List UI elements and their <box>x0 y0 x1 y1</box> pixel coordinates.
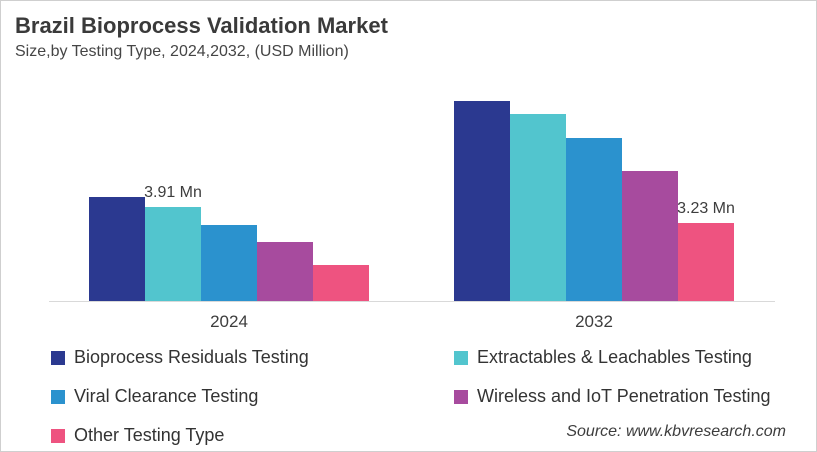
bar-2024-series-3 <box>257 242 313 301</box>
bar-2032-series-0 <box>454 101 510 301</box>
bar-2032-series-4 <box>678 223 734 301</box>
x-axis-line <box>49 301 775 302</box>
x-axis-label-2032: 2032 <box>575 312 613 331</box>
legend-label: Extractables & Leachables Testing <box>477 347 752 367</box>
chart-title: Brazil Bioprocess Validation Market <box>15 13 388 38</box>
bar-2024-series-1 <box>145 207 201 301</box>
legend-swatch-icon <box>51 428 65 443</box>
legend: Bioprocess Residuals Testing Extractables… <box>51 338 791 451</box>
bar-2032-series-2 <box>566 138 622 301</box>
legend-swatch-icon <box>454 389 468 404</box>
legend-swatch-icon <box>51 350 65 365</box>
bar-2024-series-4 <box>313 265 369 301</box>
x-axis-label-2024: 2024 <box>210 312 248 331</box>
legend-label: Viral Clearance Testing <box>74 386 259 406</box>
chart-header: Brazil Bioprocess Validation Market Size… <box>15 13 388 61</box>
bar-2024-series-0 <box>89 197 145 301</box>
legend-swatch-icon <box>454 350 468 365</box>
legend-swatch-icon <box>51 389 65 404</box>
source-attribution: Source: www.kbvresearch.com <box>566 423 786 440</box>
data-label-2024: 3.91 Mn <box>144 184 202 201</box>
data-label-2032: 3.23 Mn <box>677 200 735 217</box>
bar-2032-series-1 <box>510 114 566 301</box>
legend-label: Bioprocess Residuals Testing <box>74 347 309 367</box>
legend-item-1: Extractables & Leachables Testing <box>454 347 791 368</box>
bar-2032-series-3 <box>622 171 678 301</box>
legend-item-4: Other Testing Type <box>51 425 454 446</box>
legend-item-2: Viral Clearance Testing <box>51 386 454 407</box>
legend-label: Other Testing Type <box>74 425 225 445</box>
chart-subtitle: Size,by Testing Type, 2024,2032, (USD Mi… <box>15 43 349 61</box>
legend-item-0: Bioprocess Residuals Testing <box>51 347 454 368</box>
legend-item-3: Wireless and IoT Penetration Testing <box>454 386 791 407</box>
bar-2024-series-2 <box>201 225 257 301</box>
legend-label: Wireless and IoT Penetration Testing <box>477 386 771 406</box>
